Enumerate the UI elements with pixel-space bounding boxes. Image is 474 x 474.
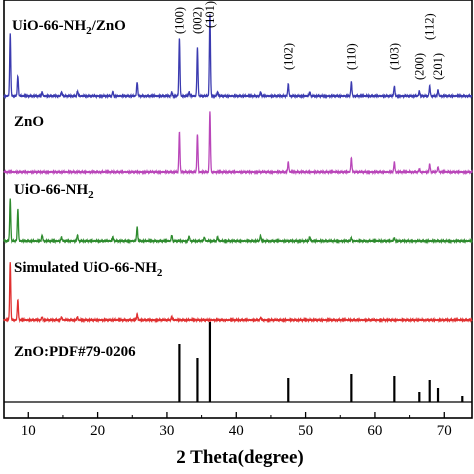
plot-frame [3,0,473,419]
series-1: UiO-66-NH2/ZnO [3,14,473,100]
peak-label: (110) [344,43,358,70]
peak-label: (200) [412,53,426,80]
series-label: UiO-66-NH2/ZnO [12,18,126,37]
series-layer: UiO-66-NH2/ZnO ZnO UiO-66-NH2 Simulated UiO… [3,14,473,403]
x-tick-label: 20 [90,423,105,439]
x-tick-label: 60 [367,423,382,439]
x-tick-label: 40 [229,423,244,439]
x-tick-label: 50 [298,423,313,439]
peak-label: (102) [281,43,295,70]
x-tick-label: 70 [437,423,452,439]
series-label: ZnO:PDF#79-0206 [14,344,136,360]
series-line [3,14,473,100]
peak-label: (100) [172,7,186,34]
series-4: Simulated UiO-66-NH2 [3,260,473,324]
x-tick-label: 30 [159,423,174,439]
peak-label: (002) [190,7,204,34]
x-axis-title: 2 Theta(degree) [176,447,304,468]
series-2: ZnO [3,111,473,176]
series-line [3,262,473,324]
peak-label: (101) [203,1,217,28]
series-3: UiO-66-NH2 [3,182,473,245]
series-line [3,198,473,245]
x-tick-label: 10 [21,423,36,439]
x-axis-ticks: 10 20 30 40 50 60 70 [21,412,452,439]
series-label: ZnO [14,114,44,130]
peak-label: (103) [387,43,401,70]
series-label: Simulated UiO-66-NH2 [14,260,163,279]
peak-label-layer: (100) (002)(101) (102) (110) (103) (200) (112)… [172,1,445,80]
series-5: ZnO:PDF#79-0206 [4,322,472,403]
series-line [3,111,473,176]
peak-label: (112) [423,13,437,40]
series-label: UiO-66-NH2 [14,182,94,201]
peak-label: (201) [431,53,445,80]
